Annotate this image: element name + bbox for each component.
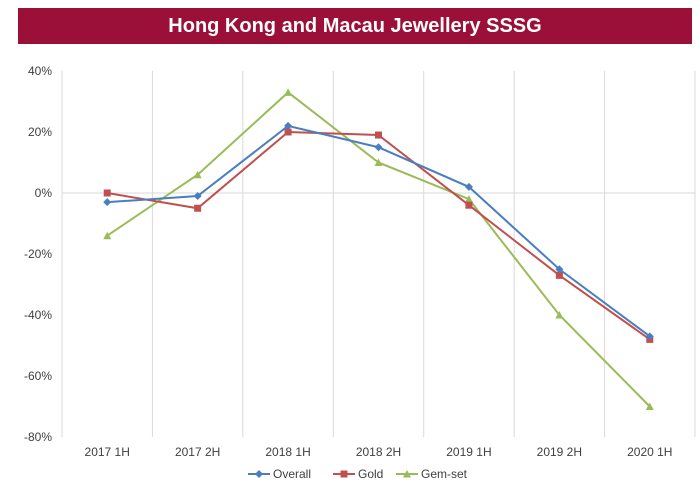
data-point-gold xyxy=(103,189,111,197)
x-tick-label: 2018 1H xyxy=(265,445,310,459)
data-point-overall xyxy=(103,198,112,207)
data-point-overall xyxy=(374,143,383,152)
data-point-gold xyxy=(194,204,202,212)
data-point-overall xyxy=(555,265,564,274)
y-tick-label: -40% xyxy=(24,308,52,322)
legend-marker-gem-set xyxy=(403,470,411,478)
data-point-overall xyxy=(464,182,473,191)
chart-title-bar: Hong Kong and Macau Jewellery SSSG xyxy=(18,8,692,44)
legend-marker-gold xyxy=(340,470,348,478)
data-point-gem-set xyxy=(193,170,202,179)
data-point-gold xyxy=(465,201,473,209)
data-point-gem-set xyxy=(374,158,383,166)
y-tick-label: 40% xyxy=(28,64,52,78)
data-point-gem-set xyxy=(284,88,293,96)
series-line-gem-set xyxy=(106,91,651,408)
data-point-gem-set xyxy=(645,402,654,410)
data-point-gem-set xyxy=(103,231,112,240)
y-tick-label: 20% xyxy=(28,125,52,139)
legend-item-gold: Gold xyxy=(333,467,383,481)
data-point-overall xyxy=(645,332,654,341)
y-tick-label: -20% xyxy=(24,247,52,261)
legend-label-gem-set: Gem-set xyxy=(421,467,468,481)
data-point-overall xyxy=(284,121,293,130)
series-line-overall xyxy=(107,124,651,338)
x-tick-label: 2019 2H xyxy=(537,445,582,459)
x-tick-label: 2018 2H xyxy=(356,445,401,459)
y-tick-label: -60% xyxy=(24,369,52,383)
x-tick-label: 2020 1H xyxy=(627,445,672,459)
data-point-gem-set xyxy=(464,195,473,203)
legend-item-overall: Overall xyxy=(248,467,311,481)
data-point-gold xyxy=(375,131,382,139)
data-point-gold xyxy=(555,271,563,279)
legend-marker-overall xyxy=(255,470,263,478)
series-overall xyxy=(103,121,654,341)
x-tick-label: 2019 1H xyxy=(446,445,491,459)
data-point-gold xyxy=(284,128,292,136)
y-tick-label: -80% xyxy=(24,430,52,444)
y-tick-label: 0% xyxy=(35,186,53,200)
x-tick-label: 2017 1H xyxy=(85,445,130,459)
chart-title: Hong Kong and Macau Jewellery SSSG xyxy=(168,14,542,37)
legend-item-gem-set: Gem-set xyxy=(396,467,468,481)
data-point-overall xyxy=(193,192,202,201)
legend-label-gold: Gold xyxy=(358,467,383,481)
legend-label-overall: Overall xyxy=(273,467,311,481)
series-gem-set xyxy=(103,88,654,410)
x-tick-label: 2017 2H xyxy=(175,445,220,459)
data-point-gem-set xyxy=(555,311,564,319)
